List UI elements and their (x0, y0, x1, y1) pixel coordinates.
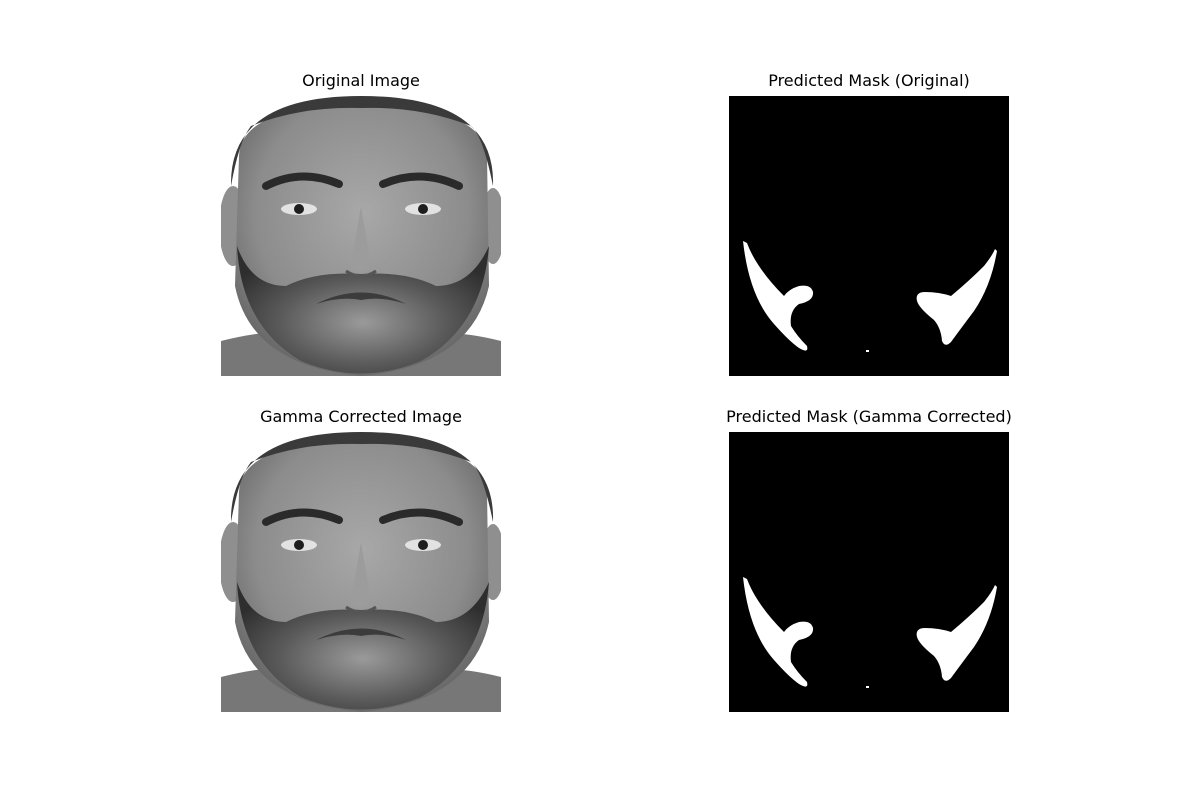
mask-plot-gamma-corrected (729, 432, 1009, 712)
mask-image-original (729, 96, 1009, 376)
panel-title-gamma-corrected-image: Gamma Corrected Image (260, 407, 462, 426)
panel-title-mask-gamma-corrected: Predicted Mask (Gamma Corrected) (726, 407, 1012, 426)
face-photo-original (221, 96, 501, 376)
face-image-gamma-corrected (221, 432, 501, 712)
mask-plot-original (729, 96, 1009, 376)
panel-title-mask-original: Predicted Mask (Original) (768, 71, 970, 90)
panel-title-original-image: Original Image (302, 71, 420, 90)
mask-image-gamma-corrected (729, 432, 1009, 712)
face-image-original (221, 96, 501, 376)
face-photo-gamma-corrected (221, 432, 501, 712)
